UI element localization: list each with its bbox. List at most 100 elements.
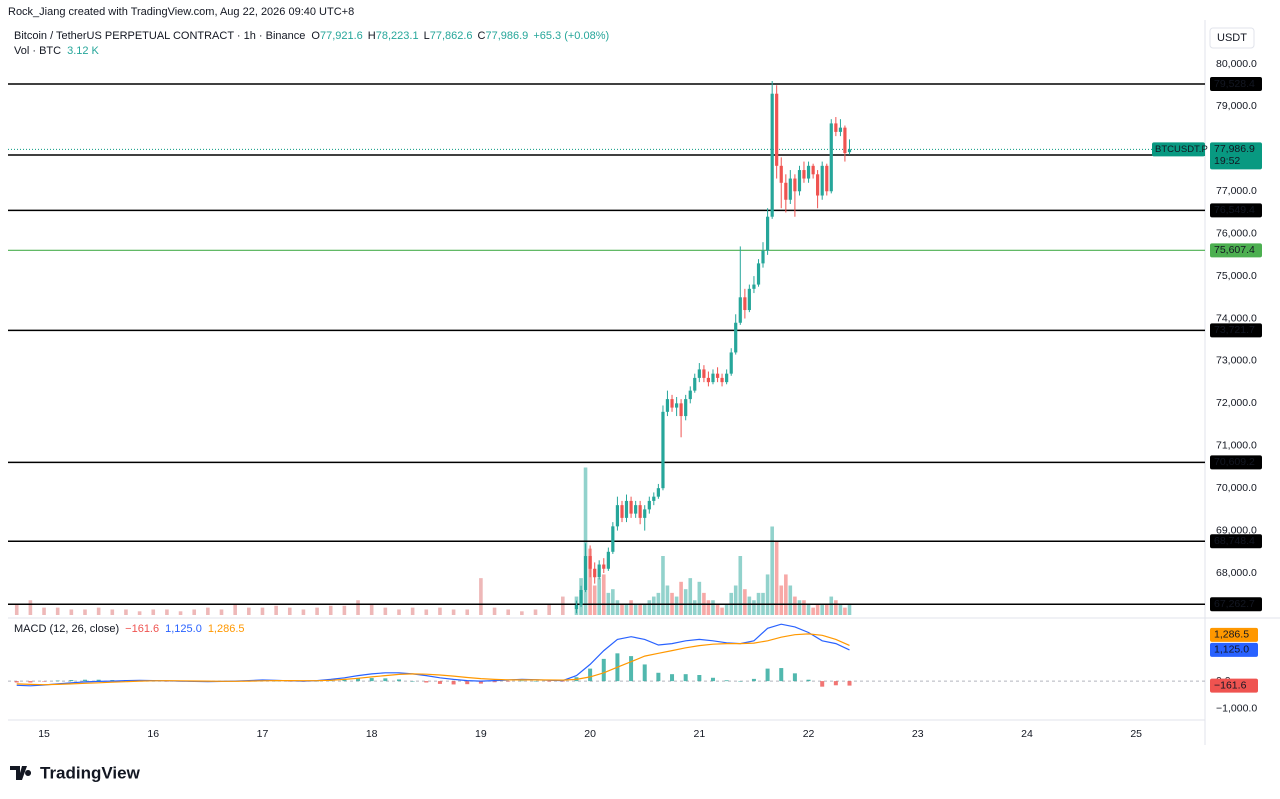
currency[interactable]: USDT bbox=[1217, 32, 1247, 44]
candle-body bbox=[693, 377, 697, 391]
candle-body bbox=[797, 170, 802, 192]
macd-histogram-bar bbox=[833, 681, 838, 686]
legend-value: 77,986.9 bbox=[485, 30, 528, 42]
candle-body bbox=[684, 399, 688, 417]
candle-body bbox=[611, 526, 615, 552]
legend-key: O bbox=[311, 30, 320, 42]
x-tick-label: 25 bbox=[1130, 728, 1142, 740]
volume-bar bbox=[665, 585, 670, 615]
legend-key: C bbox=[478, 30, 486, 42]
level-label-box bbox=[1210, 597, 1262, 612]
legend-key: L bbox=[424, 30, 430, 42]
candle-body bbox=[738, 297, 742, 323]
macd-legend: MACD (12, 26, close) −161.6 1,125.0 1,286.5 bbox=[14, 623, 245, 635]
volume-bar bbox=[165, 609, 169, 615]
volume-bar bbox=[151, 609, 156, 615]
volume-bar bbox=[301, 609, 306, 615]
level-label-box bbox=[1210, 243, 1262, 258]
candle-body bbox=[825, 165, 829, 192]
macd-histogram-bar bbox=[588, 668, 593, 682]
price-pane bbox=[8, 80, 1205, 615]
candle-body bbox=[765, 216, 770, 251]
volume-bar bbox=[620, 603, 624, 615]
volume-bar bbox=[706, 600, 711, 615]
macd-histogram-bar bbox=[656, 672, 661, 682]
macd-histogram-bar bbox=[69, 680, 74, 682]
macd-histogram-bar bbox=[560, 681, 565, 682]
volume-bar bbox=[638, 603, 642, 615]
candle-body bbox=[816, 174, 820, 196]
x-tick-label: 21 bbox=[693, 728, 705, 740]
candle-body bbox=[602, 564, 606, 569]
volume-bar bbox=[661, 556, 665, 615]
y-tick-label: 75,000.0 bbox=[1216, 270, 1257, 282]
legend-value: 77,862.6 bbox=[430, 30, 473, 42]
volume-bar bbox=[233, 603, 237, 615]
candle-body bbox=[702, 369, 706, 378]
macd-histogram-bar bbox=[437, 681, 442, 684]
volume-bar bbox=[547, 603, 551, 615]
volume-bar bbox=[815, 603, 820, 615]
macd-histogram-bar bbox=[683, 674, 688, 682]
volume-bar bbox=[651, 596, 656, 615]
volume-bar bbox=[824, 603, 829, 615]
macd-axis-label: 1,286.5 bbox=[1214, 629, 1249, 641]
volume-bar bbox=[260, 607, 265, 615]
volume-bar bbox=[738, 556, 743, 615]
candle-body bbox=[734, 322, 738, 353]
macd-histogram-bar bbox=[629, 656, 634, 682]
candle-body bbox=[788, 178, 792, 200]
candle-body bbox=[588, 556, 592, 569]
currency-box[interactable] bbox=[1209, 27, 1255, 49]
macd-histogram-bar bbox=[519, 680, 524, 682]
volume-bar bbox=[465, 609, 470, 615]
level-label-box bbox=[1210, 203, 1262, 218]
level-label: 75,607.4 bbox=[1214, 244, 1255, 256]
candle-body bbox=[638, 505, 642, 518]
y-tick-label: 72,000.0 bbox=[1216, 397, 1257, 409]
volume-bar bbox=[287, 607, 292, 615]
macd-histogram-bar bbox=[492, 681, 497, 683]
candle-body bbox=[706, 377, 710, 383]
macd-histogram-bar bbox=[28, 681, 33, 683]
candle-body bbox=[629, 500, 633, 514]
macd-legend-value: 1,125.0 bbox=[165, 623, 202, 635]
x-tick-label: 24 bbox=[1021, 728, 1033, 740]
legend-key: H bbox=[368, 30, 376, 42]
candle-body bbox=[675, 403, 679, 408]
level-label: 68,748.4 bbox=[1214, 535, 1255, 547]
volume-bar bbox=[110, 609, 115, 615]
candle-body bbox=[615, 505, 620, 527]
volume-bar bbox=[784, 574, 788, 615]
volume-bar bbox=[219, 609, 224, 615]
volume-bar bbox=[383, 607, 388, 615]
level-label-box bbox=[1210, 323, 1262, 338]
logo-mark bbox=[10, 766, 32, 780]
volume-bar bbox=[247, 607, 251, 615]
volume-bar bbox=[624, 603, 629, 615]
candle-body bbox=[720, 377, 724, 383]
symbol-box bbox=[1152, 142, 1205, 157]
candle-body bbox=[579, 589, 583, 605]
volume-bar bbox=[397, 609, 401, 615]
logo-text: TradingView bbox=[40, 763, 141, 782]
macd-histogram-bar bbox=[765, 668, 770, 682]
volume-bar bbox=[633, 603, 638, 615]
candle-body bbox=[729, 352, 733, 374]
volume-bar bbox=[793, 596, 797, 615]
volume-bar bbox=[679, 581, 683, 615]
volume-bar bbox=[520, 611, 524, 615]
macd-legend-value: −161.6 bbox=[125, 623, 159, 635]
volume-bar bbox=[788, 585, 793, 615]
countdown: 19:52 bbox=[1214, 155, 1240, 167]
macd-histogram-bar bbox=[82, 679, 87, 682]
candle-body bbox=[838, 127, 843, 132]
volume-bar bbox=[829, 596, 834, 615]
volume-bar bbox=[479, 578, 483, 615]
macd-histogram-bar bbox=[642, 664, 647, 682]
macd-histogram-bar bbox=[369, 678, 374, 682]
x-tick-label: 19 bbox=[475, 728, 487, 740]
macd-axis-label-box bbox=[1210, 627, 1258, 642]
level-label: 79,528.4 bbox=[1214, 78, 1255, 90]
